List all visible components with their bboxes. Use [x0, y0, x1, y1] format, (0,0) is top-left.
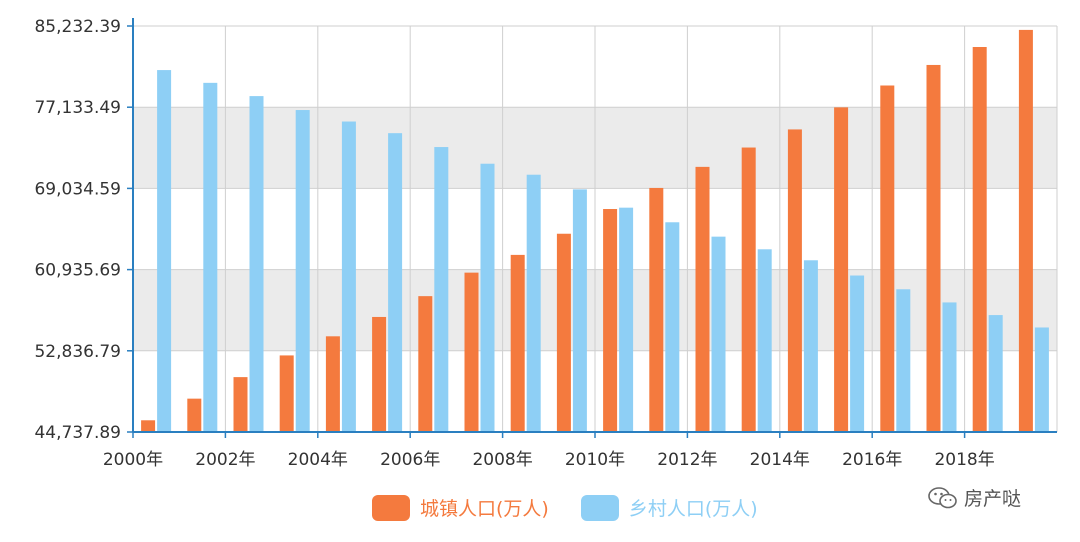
- watermark: 房产哒: [928, 484, 1021, 511]
- bar-urban-2015: [834, 107, 849, 432]
- x-tick-label: 2006年: [380, 450, 440, 470]
- x-tick-label: 2008年: [472, 450, 532, 470]
- bar-urban-2003: [279, 355, 294, 432]
- legend-item-rural[interactable]: 乡村人口(万人): [580, 494, 758, 521]
- bar-urban-2014: [787, 129, 802, 432]
- bar-rural-2005: [388, 133, 403, 433]
- bar-rural-2014: [803, 260, 818, 432]
- bar-rural-2010: [619, 207, 634, 432]
- bar-urban-2009: [556, 233, 571, 432]
- x-tick-label: 2018年: [934, 450, 994, 470]
- bar-rural-2008: [526, 174, 541, 433]
- legend: 城镇人口(万人) 乡村人口(万人): [372, 494, 758, 521]
- bar-rural-2004: [341, 121, 356, 432]
- bar-urban-2004: [325, 336, 340, 432]
- x-tick-label: 2014年: [750, 450, 810, 470]
- y-tick-label: 69,034.59: [34, 179, 121, 199]
- bar-urban-2016: [880, 85, 895, 432]
- bar-rural-2018: [988, 315, 1003, 432]
- bar-rural-2000: [157, 70, 172, 432]
- bar-rural-2019: [1034, 327, 1049, 432]
- bar-rural-2012: [711, 236, 726, 432]
- bar-urban-2005: [372, 316, 387, 432]
- x-axis-ticks: 2000年 2002年 2004年 2006年 2008年 2010年 2012年 2014年…: [103, 432, 995, 470]
- legend-label-urban: 城镇人口(万人): [420, 498, 549, 520]
- bar-urban-2018: [972, 47, 987, 433]
- bar-urban-2013: [741, 147, 756, 432]
- x-tick-label: 2004年: [288, 450, 348, 470]
- bar-rural-2006: [434, 147, 449, 432]
- y-tick-label: 60,935.69: [34, 261, 121, 281]
- legend-label-rural: 乡村人口(万人): [628, 498, 758, 520]
- x-tick-label: 2016年: [842, 450, 902, 470]
- bar-urban-2000: [141, 420, 156, 432]
- legend-swatch-urban: [372, 494, 410, 521]
- y-tick-label: 85,232.39: [34, 17, 121, 37]
- bar-rural-2003: [295, 110, 310, 432]
- bar-rural-2013: [757, 249, 772, 432]
- watermark-text: 房产哒: [964, 488, 1022, 510]
- bar-rural-2011: [665, 222, 680, 432]
- x-tick-label: 2010年: [565, 450, 625, 470]
- bar-rural-2016: [896, 289, 911, 432]
- wechat-icon: [928, 486, 957, 508]
- gridlines: [133, 25, 1058, 433]
- x-tick-label: 2000年: [103, 450, 163, 470]
- bars: [141, 29, 1049, 433]
- y-axis-ticks: 44,737.89 52,836.79 60,935.69 69,034.59 77,1…: [34, 17, 133, 443]
- bar-urban-2002: [233, 377, 248, 432]
- bar-urban-2017: [926, 64, 941, 432]
- bar-rural-2015: [850, 275, 865, 432]
- y-tick-label: 52,836.79: [34, 342, 121, 362]
- bar-urban-2006: [418, 296, 433, 432]
- bar-urban-2019: [1018, 29, 1033, 432]
- bar-urban-2007: [464, 272, 479, 432]
- x-tick-label: 2002年: [195, 450, 255, 470]
- y-tick-label: 44,737.89: [34, 423, 121, 443]
- x-tick-label: 2012年: [657, 450, 717, 470]
- bar-urban-2010: [603, 209, 618, 432]
- bar-rural-2009: [572, 189, 587, 432]
- bar-urban-2001: [187, 398, 202, 432]
- bar-urban-2011: [649, 187, 664, 432]
- bar-urban-2008: [510, 254, 525, 432]
- bar-urban-2012: [695, 166, 710, 433]
- legend-swatch-rural: [580, 494, 619, 521]
- bar-rural-2007: [480, 163, 495, 432]
- bar-rural-2017: [942, 302, 957, 432]
- bar-rural-2002: [249, 96, 264, 433]
- bar-rural-2001: [203, 82, 218, 432]
- y-tick-label: 77,133.49: [34, 98, 121, 118]
- legend-item-urban[interactable]: 城镇人口(万人): [372, 494, 549, 521]
